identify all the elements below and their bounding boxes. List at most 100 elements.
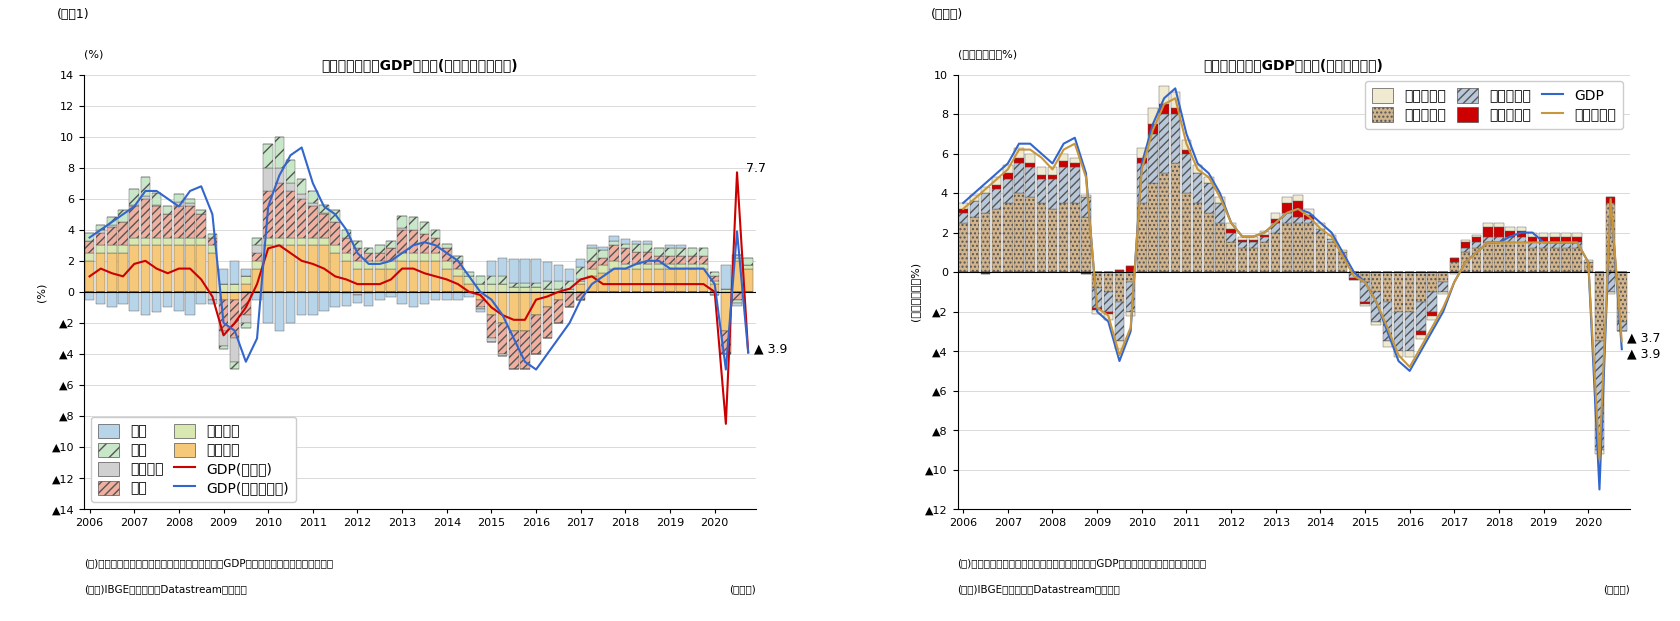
Bar [588,261,596,268]
Bar [1606,292,1616,294]
Bar [1394,312,1403,351]
Bar [108,253,116,292]
Bar [509,330,519,369]
Bar [398,253,407,261]
Bar [464,292,474,297]
Bar [365,268,373,292]
Bar [632,240,642,243]
Text: (資料)IBGEのデータをDatastreamより取得: (資料)IBGEのデータをDatastreamより取得 [958,584,1121,594]
Bar [1272,213,1280,219]
Bar [1003,203,1013,272]
Bar [744,258,753,266]
Bar [487,315,496,338]
Bar [981,193,990,213]
Bar [497,258,507,276]
Bar [1315,223,1326,229]
Bar [108,225,116,227]
Bar [365,253,373,261]
Bar [1205,177,1213,183]
Bar [163,206,173,214]
Bar [958,203,968,209]
Bar [1304,219,1314,223]
Bar [1193,165,1203,173]
Bar [687,256,697,264]
Bar [341,230,351,238]
Bar [665,268,675,292]
Bar [386,261,396,268]
Bar [1181,153,1191,193]
Bar [454,269,462,276]
Bar [981,213,990,272]
Bar [1572,237,1583,242]
Bar [442,261,452,268]
Title: ブラジルの実質GDP成長率(産業別寄与度): ブラジルの実質GDP成長率(産業別寄与度) [1203,58,1384,72]
Bar [420,235,428,253]
Bar [1048,175,1057,179]
Bar [1539,233,1549,237]
Bar [386,248,396,261]
Bar [353,248,363,261]
Bar [1058,203,1068,272]
Bar [1082,195,1090,197]
Legend: 輸入, 輸出, 在庫変動, 投資, 政府消費, 個人消費, GDP(前期比), GDP(前年同期比): 輸入, 輸出, 在庫変動, 投資, 政府消費, 個人消費, GDP(前期比), … [91,417,296,502]
Bar [353,292,363,295]
Bar [185,199,195,204]
Bar [487,284,496,292]
Bar [1371,272,1381,292]
Bar [576,279,586,281]
Bar [509,287,519,292]
Bar [1003,173,1013,179]
Bar [129,292,139,310]
Bar [687,264,697,268]
Bar [958,213,968,223]
Bar [521,260,529,283]
Bar [1272,219,1280,223]
Bar [1462,248,1470,252]
Bar [319,292,329,310]
Bar [543,307,553,338]
Bar [1551,248,1559,272]
Bar [218,284,228,292]
Bar [197,245,207,292]
Bar [1361,304,1369,306]
Bar [1483,227,1492,237]
Bar [108,245,116,253]
Bar [208,235,217,238]
Bar [1126,282,1136,312]
Bar [1394,272,1403,312]
Bar [1215,203,1225,223]
Bar [430,292,440,300]
Bar [1505,242,1515,272]
Bar [475,284,486,292]
Bar [509,260,519,283]
Bar [1494,237,1504,242]
Bar [1483,237,1492,242]
Bar [1561,242,1571,248]
Bar [454,276,462,292]
Bar [84,253,94,261]
Bar [1260,242,1270,272]
Bar [141,196,150,199]
Y-axis label: (%): (%) [35,282,45,302]
Bar [610,236,618,240]
Bar [531,283,541,287]
Bar [521,292,529,330]
Bar [1092,288,1102,307]
Bar [218,269,228,284]
Bar [654,256,664,264]
Bar [408,261,418,292]
Bar [711,292,719,295]
Bar [1594,272,1604,342]
Bar [487,261,496,276]
Bar [1561,237,1571,242]
Bar [1527,233,1537,237]
Text: (資料)IBGEのデータをDatastreamより取得: (資料)IBGEのデータをDatastreamより取得 [84,584,247,594]
Bar [1260,230,1270,235]
Bar [1505,230,1515,237]
Bar [264,245,272,292]
Bar [1404,351,1415,357]
Y-axis label: (前年同期比、%): (前年同期比、%) [909,262,919,322]
Bar [286,191,296,238]
Bar [1315,229,1326,233]
Bar [341,253,351,261]
